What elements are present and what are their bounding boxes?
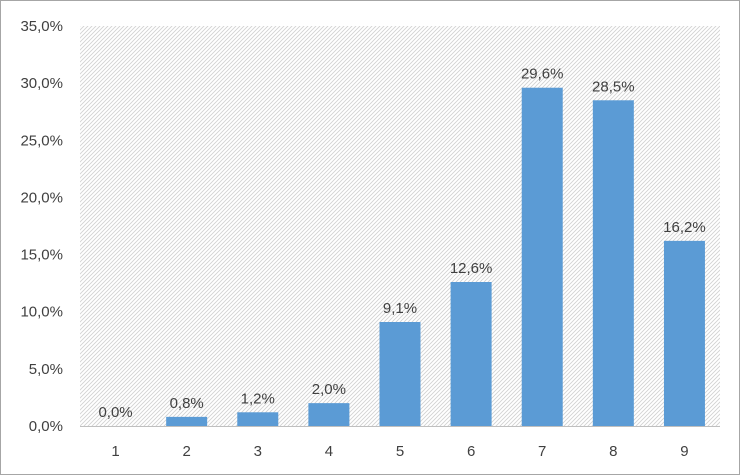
x-tick-label: 4	[325, 443, 333, 460]
y-tick-label: 15,0%	[20, 247, 63, 264]
y-tick-label: 30,0%	[20, 75, 63, 92]
data-labels: 0,0% 0,8% 1,2% 2,0% 9,1% 12,6% 29,6% 28,5% 16,2%	[98, 66, 705, 421]
data-label: 29,6%	[521, 66, 564, 83]
data-label: 12,6%	[450, 260, 493, 277]
y-axis: 0,0% 5,0% 10,0% 15,0% 20,0% 25,0% 30,0% 35,0%	[20, 18, 63, 435]
data-label: 0,0%	[98, 404, 132, 421]
x-tick-label: 7	[538, 443, 546, 460]
x-tick-label: 9	[680, 443, 688, 460]
bars	[166, 87, 705, 427]
data-label: 28,5%	[592, 78, 635, 95]
x-axis: 1 2 3 4 5 6 7 8 9	[111, 443, 688, 460]
bar-6	[450, 282, 492, 426]
x-tick-label: 8	[609, 443, 617, 460]
data-label: 1,2%	[241, 390, 275, 407]
x-tick-label: 6	[467, 443, 475, 460]
bar-8	[592, 100, 634, 427]
bar-5	[379, 322, 421, 426]
data-label: 16,2%	[663, 219, 706, 236]
data-label: 2,0%	[312, 381, 346, 398]
bar-9	[663, 240, 705, 426]
data-label: 0,8%	[170, 395, 204, 412]
y-tick-label: 25,0%	[20, 132, 63, 149]
x-tick-label: 2	[182, 443, 190, 460]
y-tick-label: 0,0%	[29, 418, 63, 435]
x-tick-label: 5	[396, 443, 404, 460]
bar-3	[237, 412, 279, 426]
bar-4	[308, 403, 350, 426]
y-tick-label: 20,0%	[20, 189, 63, 206]
bar-7	[521, 87, 563, 426]
x-tick-label: 1	[111, 443, 119, 460]
y-tick-label: 5,0%	[29, 361, 63, 378]
x-tick-label: 3	[254, 443, 262, 460]
bar-2	[166, 416, 208, 426]
y-tick-label: 10,0%	[20, 304, 63, 321]
data-label: 9,1%	[383, 300, 417, 317]
y-tick-label: 35,0%	[20, 18, 63, 35]
